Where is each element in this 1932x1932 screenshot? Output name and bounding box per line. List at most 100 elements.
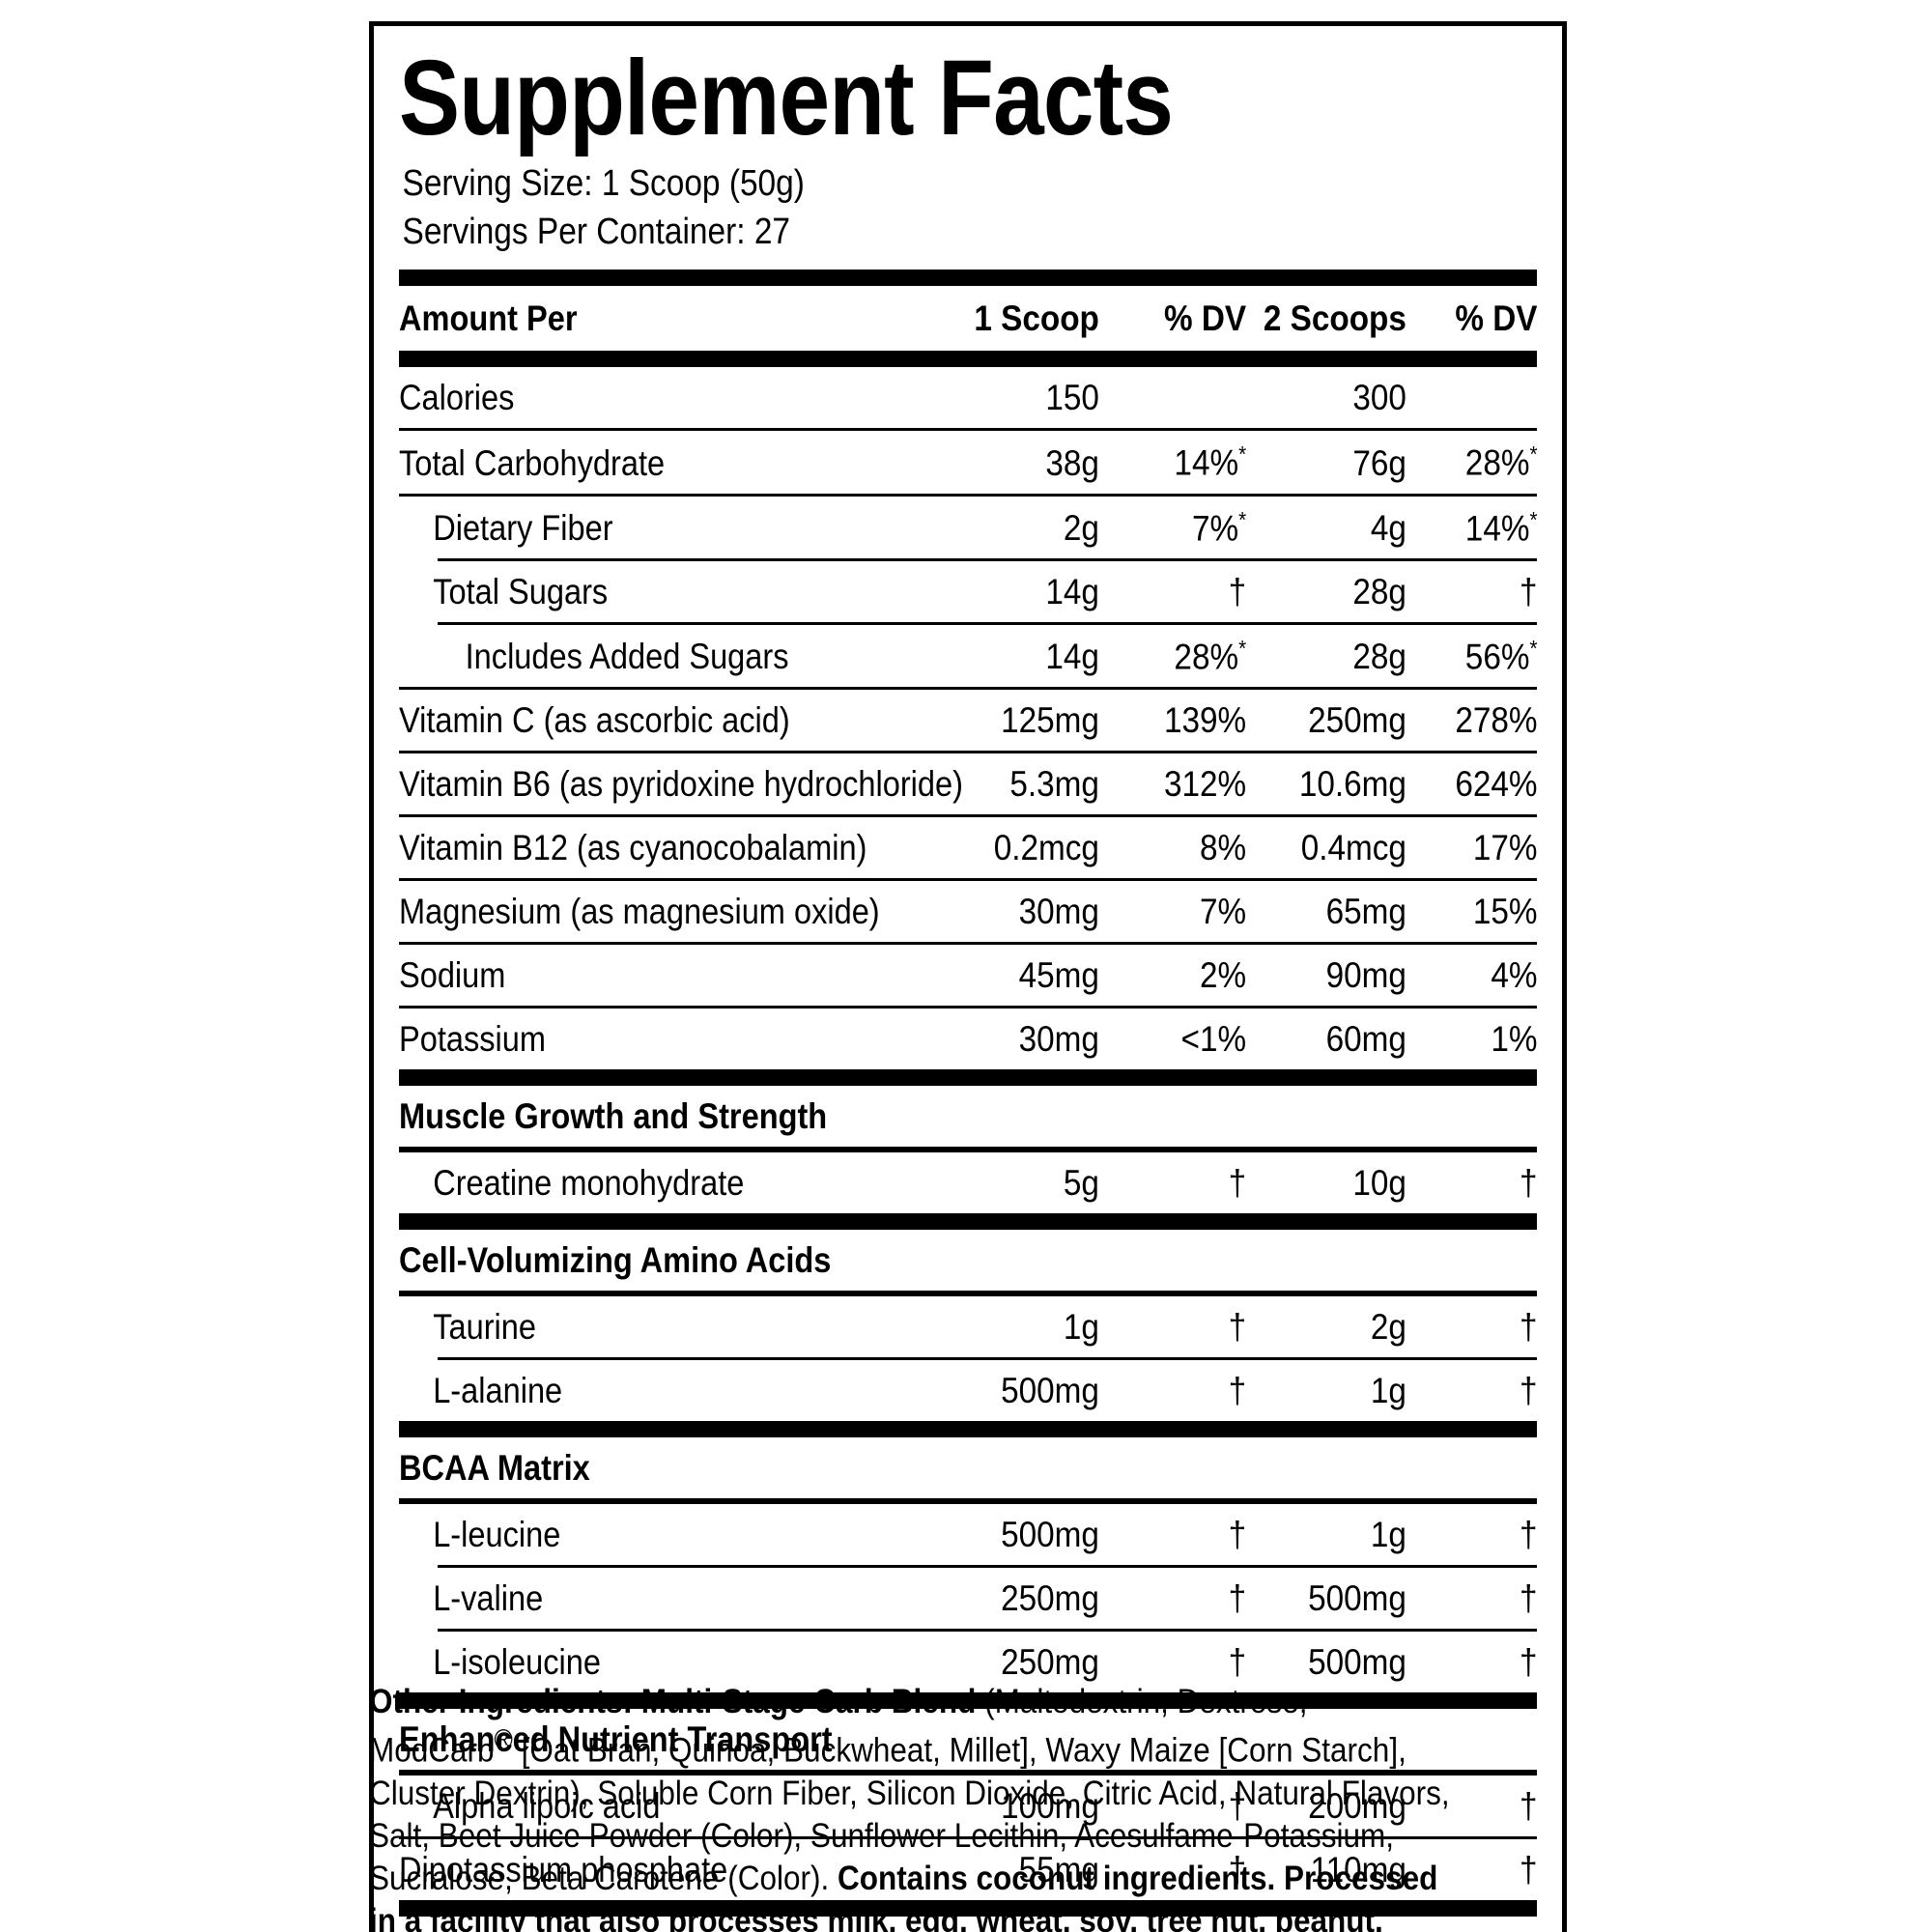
section-bar: [399, 1069, 1537, 1087]
value-one-scoop: [955, 1122, 1098, 1147]
value-two-scoops: 500mg: [1307, 1642, 1406, 1683]
value-dv-one-scoop: 312%: [1164, 764, 1247, 805]
table-row: Sodium 45mg 2% 90mg 4%: [399, 945, 1537, 1006]
value-dv-two-scoops: †: [1519, 1515, 1537, 1555]
rule-line: [399, 751, 1537, 754]
row-separator: [399, 942, 1537, 946]
row-separator: [399, 1147, 1537, 1153]
value-one-scoop: [955, 1265, 1098, 1291]
table-row: Total Carbohydrate 38g 14%* 76g 28%*: [399, 431, 1537, 493]
row-separator: [399, 878, 1537, 882]
table-header-row: Amount Per 1 Scoop % DV 2 Scoops % DV: [399, 286, 1537, 351]
value-dv-two-scoops: [1419, 1122, 1537, 1147]
ingredients-body-2: [Oat Bran, Quinoa, Buckwheat, Millet], W…: [369, 1731, 1450, 1898]
value-two-scoops: 10.6mg: [1298, 764, 1406, 805]
row-separator: [399, 1357, 1537, 1361]
value-two-scoops: [1263, 1265, 1406, 1291]
table-body: Calories 150 300 Total Carbohydrate 38g 14%* 7…: [399, 367, 1537, 1900]
nutrient-name: Vitamin C (as ascorbic acid): [399, 700, 790, 741]
value-one-scoop: 500mg: [1000, 1371, 1099, 1411]
row-separator: [399, 1006, 1537, 1009]
row-separator: [399, 687, 1537, 691]
value-two-scoops: 300: [1351, 378, 1406, 418]
value-one-scoop: 150: [1044, 378, 1099, 418]
value-one-scoop: 250mg: [1000, 1578, 1099, 1619]
nutrient-name: L-leucine: [433, 1515, 561, 1555]
row-separator: [399, 1213, 1537, 1231]
rule-line: [438, 1565, 1537, 1569]
value-dv-one-scoop: †: [1229, 571, 1247, 611]
facts-panel: Supplement Facts Serving Size: 1 Scoop (…: [369, 21, 1567, 1932]
carb-blend-name: Multi-Stage Carb Blend: [640, 1683, 977, 1720]
value-dv-two-scoops: 1%: [1490, 1019, 1537, 1060]
value-two-scoops: [1263, 1473, 1406, 1498]
value-two-scoops: 65mg: [1325, 892, 1406, 932]
value-one-scoop: 100mg: [1000, 1786, 1099, 1827]
rule-line: [399, 1770, 1537, 1776]
nutrient-name: Calories: [399, 378, 515, 418]
nutrient-name: Sodium: [399, 955, 506, 996]
value-dv-two-scoops: †: [1519, 1371, 1537, 1411]
value-dv-two-scoops: †: [1519, 1307, 1537, 1348]
nutrient-name: Includes Added Sugars: [465, 637, 789, 677]
value-dv-one-scoop: †: [1229, 1163, 1247, 1204]
servings-per-container: Servings Per Container: 27: [402, 212, 791, 253]
row-separator: [399, 1421, 1537, 1438]
value-one-scoop: 55mg: [1018, 1850, 1099, 1890]
table-row: L-valine 250mg † 500mg †: [399, 1568, 1537, 1629]
value-dv-one-scoop: [1114, 1265, 1247, 1291]
row-separator: [399, 621, 1537, 625]
value-dv-two-scoops: †: [1519, 1642, 1537, 1683]
value-dv-two-scoops: 624%: [1454, 764, 1537, 805]
rule-line: [438, 1357, 1537, 1361]
table-row: Vitamin C (as ascorbic acid) 125mg 139% 250…: [399, 690, 1537, 751]
value-dv-one-scoop: 2%: [1200, 955, 1247, 996]
value-dv-one-scoop: <1%: [1181, 1019, 1247, 1060]
value-two-scoops: 1g: [1370, 1371, 1406, 1411]
other-ingredients-heading: Other Ingredients:: [369, 1683, 634, 1720]
column-header-amount-per: Amount Per: [399, 298, 578, 339]
table-row: Alpha lipoic acid 100mg † 200mg †: [399, 1776, 1537, 1836]
table-row: L-isoleucine 250mg † 500mg †: [399, 1632, 1537, 1692]
value-dv-two-scoops: 56%*: [1464, 635, 1537, 677]
table-row: Cell-Volumizing Amino Acids: [399, 1230, 1537, 1291]
value-dv-two-scoops: †: [1519, 1850, 1537, 1890]
value-dv-two-scoops: 14%*: [1464, 506, 1537, 548]
value-one-scoop: 30mg: [1018, 1019, 1099, 1060]
section-header-label: Muscle Growth and Strength: [399, 1096, 828, 1137]
nutrient-name: Taurine: [433, 1307, 536, 1348]
nutrient-name: L-alanine: [433, 1371, 563, 1411]
table-row: Taurine 1g † 2g †: [399, 1296, 1537, 1357]
value-one-scoop: 1g: [1063, 1307, 1099, 1348]
table-row: Includes Added Sugars 14g 28%* 28g 56%*: [399, 625, 1537, 687]
table-row: Dipotassium phosphate 55mg † 110mg †: [399, 1839, 1537, 1900]
nutrient-name: Total Sugars: [433, 571, 609, 611]
value-dv-one-scoop: †: [1229, 1850, 1247, 1890]
table-row: Dietary Fiber 2g 7%* 4g 14%*: [399, 497, 1537, 558]
header-top-bar: [399, 270, 1537, 287]
row-separator: [399, 1692, 1537, 1710]
row-separator: [399, 493, 1537, 497]
rule-line: [438, 557, 1537, 561]
value-dv-two-scoops: 28%*: [1464, 441, 1537, 483]
row-separator: [399, 1565, 1537, 1569]
value-two-scoops: 110mg: [1310, 1850, 1406, 1890]
value-one-scoop: 14g: [1044, 637, 1099, 677]
nutrient-name: Dipotassium phosphate: [399, 1850, 728, 1890]
value-dv-two-scoops: 278%: [1454, 700, 1537, 741]
value-two-scoops: 90mg: [1325, 955, 1406, 996]
rule-line: [399, 493, 1537, 497]
table-row: Vitamin B12 (as cyanocobalamin) 0.2mcg 8% 0…: [399, 817, 1537, 878]
value-dv-one-scoop: 28%*: [1174, 635, 1247, 677]
rule-line: [399, 687, 1537, 691]
value-one-scoop: 125mg: [1000, 700, 1099, 741]
value-two-scoops: 250mg: [1307, 700, 1406, 741]
value-dv-two-scoops: †: [1519, 1786, 1537, 1827]
page-title: Supplement Facts: [399, 39, 1174, 157]
table-row: Potassium 30mg <1% 60mg 1%: [399, 1009, 1537, 1069]
row-separator: [399, 751, 1537, 754]
value-dv-one-scoop: †: [1229, 1642, 1247, 1683]
row-separator: [399, 1291, 1537, 1297]
value-two-scoops: [1263, 1122, 1406, 1147]
registered-trademark-icon: ®: [494, 1725, 513, 1757]
